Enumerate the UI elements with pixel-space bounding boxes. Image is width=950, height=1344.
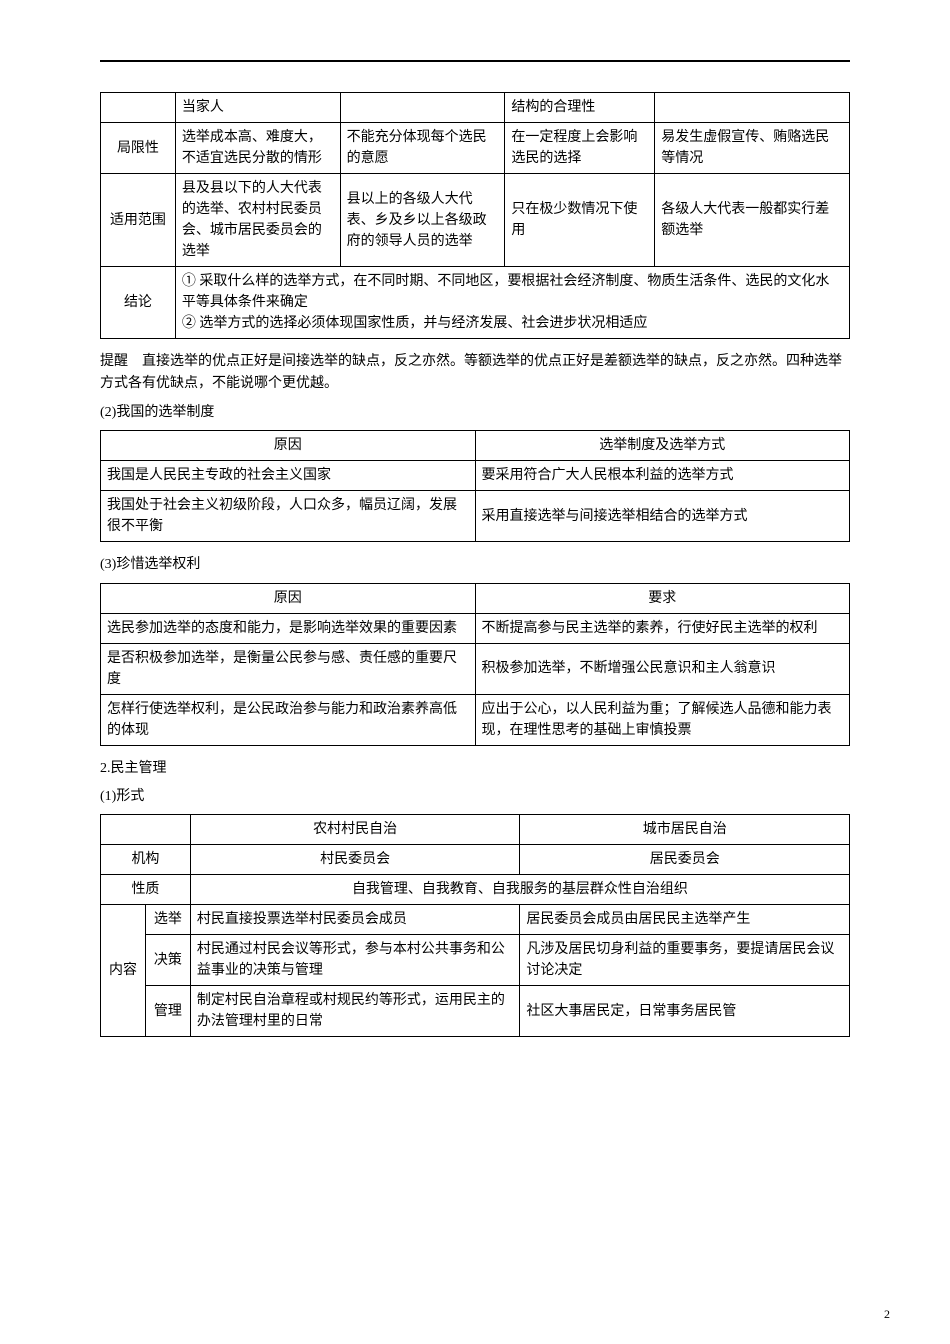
section-heading: (1)形式: [100, 786, 850, 808]
table-row: 结论 ① 采取什么样的选举方式，在不同时期、不同地区，要根据社会经济制度、物质生…: [101, 267, 850, 339]
table-row: 我国是人民民主专政的社会主义国家 要采用符合广大人民根本利益的选举方式: [101, 461, 850, 491]
table-cherish-rights: 原因 要求 选民参加选举的态度和能力，是影响选举效果的重要因素 不断提高参与民主…: [100, 583, 850, 746]
cell: 采用直接选举与间接选举相结合的选举方式: [475, 491, 850, 542]
header-rule: [100, 60, 850, 62]
col-header: 农村村民自治: [190, 815, 520, 845]
cell: 要采用符合广大人民根本利益的选举方式: [475, 461, 850, 491]
cell: 县以上的各级人大代表、乡及乡以上各级政府的领导人员的选举: [340, 174, 505, 267]
cell: 村民委员会: [190, 845, 520, 875]
table-row: 当家人 结构的合理性: [101, 93, 850, 123]
row-label: 局限性: [101, 123, 176, 174]
table-row: 局限性 选举成本高、难度大，不适宜选民分散的情形 不能充分体现每个选民的意愿 在…: [101, 123, 850, 174]
row-label: 内容: [101, 905, 146, 1037]
cell: 选民参加选举的态度和能力，是影响选举效果的重要因素: [101, 613, 476, 643]
col-header: 选举制度及选举方式: [475, 431, 850, 461]
cell: 县及县以下的人大代表的选举、农村村民委员会、城市居民委员会的选举: [175, 174, 340, 267]
section-heading: 2.民主管理: [100, 758, 850, 780]
row-label: 选举: [145, 905, 190, 935]
table-election-system: 原因 选举制度及选举方式 我国是人民民主专政的社会主义国家 要采用符合广大人民根…: [100, 430, 850, 542]
cell: 在一定程度上会影响选民的选择: [505, 123, 655, 174]
cell: [655, 93, 850, 123]
page-number: 2: [884, 1305, 890, 1324]
cell: 我国处于社会主义初级阶段，人口众多，幅员辽阔，发展很不平衡: [101, 491, 476, 542]
table-row: 决策 村民通过村民会议等形式，参与本村公共事务和公益事业的决策与管理 凡涉及居民…: [101, 935, 850, 986]
cell: [101, 815, 191, 845]
cell: [101, 93, 176, 123]
cell: 选举成本高、难度大，不适宜选民分散的情形: [175, 123, 340, 174]
cell: 各级人大代表一般都实行差额选举: [655, 174, 850, 267]
row-label: 决策: [145, 935, 190, 986]
cell-conclusion: ① 采取什么样的选举方式，在不同时期、不同地区，要根据社会经济制度、物质生活条件…: [175, 267, 849, 339]
cell: 居民委员会: [520, 845, 850, 875]
row-label: 结论: [101, 267, 176, 339]
col-header: 要求: [475, 583, 850, 613]
table-row: 选民参加选举的态度和能力，是影响选举效果的重要因素 不断提高参与民主选举的素养，…: [101, 613, 850, 643]
cell: 社区大事居民定，日常事务居民管: [520, 986, 850, 1037]
section-heading: (3)珍惜选举权利: [100, 554, 850, 576]
cell: 不断提高参与民主选举的素养，行使好民主选举的权利: [475, 613, 850, 643]
table-row: 性质 自我管理、自我教育、自我服务的基层群众性自治组织: [101, 875, 850, 905]
table-row: 内容 选举 村民直接投票选举村民委员会成员 居民委员会成员由居民民主选举产生: [101, 905, 850, 935]
table-row: 我国处于社会主义初级阶段，人口众多，幅员辽阔，发展很不平衡 采用直接选举与间接选…: [101, 491, 850, 542]
col-header: 原因: [101, 431, 476, 461]
cell: 当家人: [175, 93, 340, 123]
cell: [340, 93, 505, 123]
table-row: 机构 村民委员会 居民委员会: [101, 845, 850, 875]
cell: 村民直接投票选举村民委员会成员: [190, 905, 520, 935]
table-election-methods: 当家人 结构的合理性 局限性 选举成本高、难度大，不适宜选民分散的情形 不能充分…: [100, 92, 850, 339]
row-label: 管理: [145, 986, 190, 1037]
cell: 我国是人民民主专政的社会主义国家: [101, 461, 476, 491]
cell: 积极参加选举，不断增强公民意识和主人翁意识: [475, 643, 850, 694]
col-header: 城市居民自治: [520, 815, 850, 845]
cell: 村民通过村民会议等形式，参与本村公共事务和公益事业的决策与管理: [190, 935, 520, 986]
reminder-paragraph: 提醒 直接选举的优点正好是间接选举的缺点，反之亦然。等额选举的优点正好是差额选举…: [100, 351, 850, 396]
col-header: 原因: [101, 583, 476, 613]
table-row: 农村村民自治 城市居民自治: [101, 815, 850, 845]
table-row: 管理 制定村民自治章程或村规民约等形式，运用民主的办法管理村里的日常 社区大事居…: [101, 986, 850, 1037]
cell: 不能充分体现每个选民的意愿: [340, 123, 505, 174]
row-label: 适用范围: [101, 174, 176, 267]
cell: 只在极少数情况下使用: [505, 174, 655, 267]
cell: 应出于公心，以人民利益为重；了解候选人品德和能力表现，在理性思考的基础上审慎投票: [475, 694, 850, 745]
cell: 凡涉及居民切身利益的重要事务，要提请居民会议讨论决定: [520, 935, 850, 986]
table-row: 怎样行使选举权利，是公民政治参与能力和政治素养高低的体现 应出于公心，以人民利益…: [101, 694, 850, 745]
cell: 自我管理、自我教育、自我服务的基层群众性自治组织: [190, 875, 849, 905]
section-heading: (2)我国的选举制度: [100, 402, 850, 424]
table-row: 适用范围 县及县以下的人大代表的选举、农村村民委员会、城市居民委员会的选举 县以…: [101, 174, 850, 267]
table-self-governance: 农村村民自治 城市居民自治 机构 村民委员会 居民委员会 性质 自我管理、自我教…: [100, 814, 850, 1037]
table-row: 是否积极参加选举，是衡量公民参与感、责任感的重要尺度 积极参加选举，不断增强公民…: [101, 643, 850, 694]
cell: 是否积极参加选举，是衡量公民参与感、责任感的重要尺度: [101, 643, 476, 694]
cell: 怎样行使选举权利，是公民政治参与能力和政治素养高低的体现: [101, 694, 476, 745]
row-label: 性质: [101, 875, 191, 905]
cell: 结构的合理性: [505, 93, 655, 123]
cell: 居民委员会成员由居民民主选举产生: [520, 905, 850, 935]
table-row: 原因 选举制度及选举方式: [101, 431, 850, 461]
table-row: 原因 要求: [101, 583, 850, 613]
row-label: 机构: [101, 845, 191, 875]
cell: 易发生虚假宣传、贿赂选民等情况: [655, 123, 850, 174]
cell: 制定村民自治章程或村规民约等形式，运用民主的办法管理村里的日常: [190, 986, 520, 1037]
